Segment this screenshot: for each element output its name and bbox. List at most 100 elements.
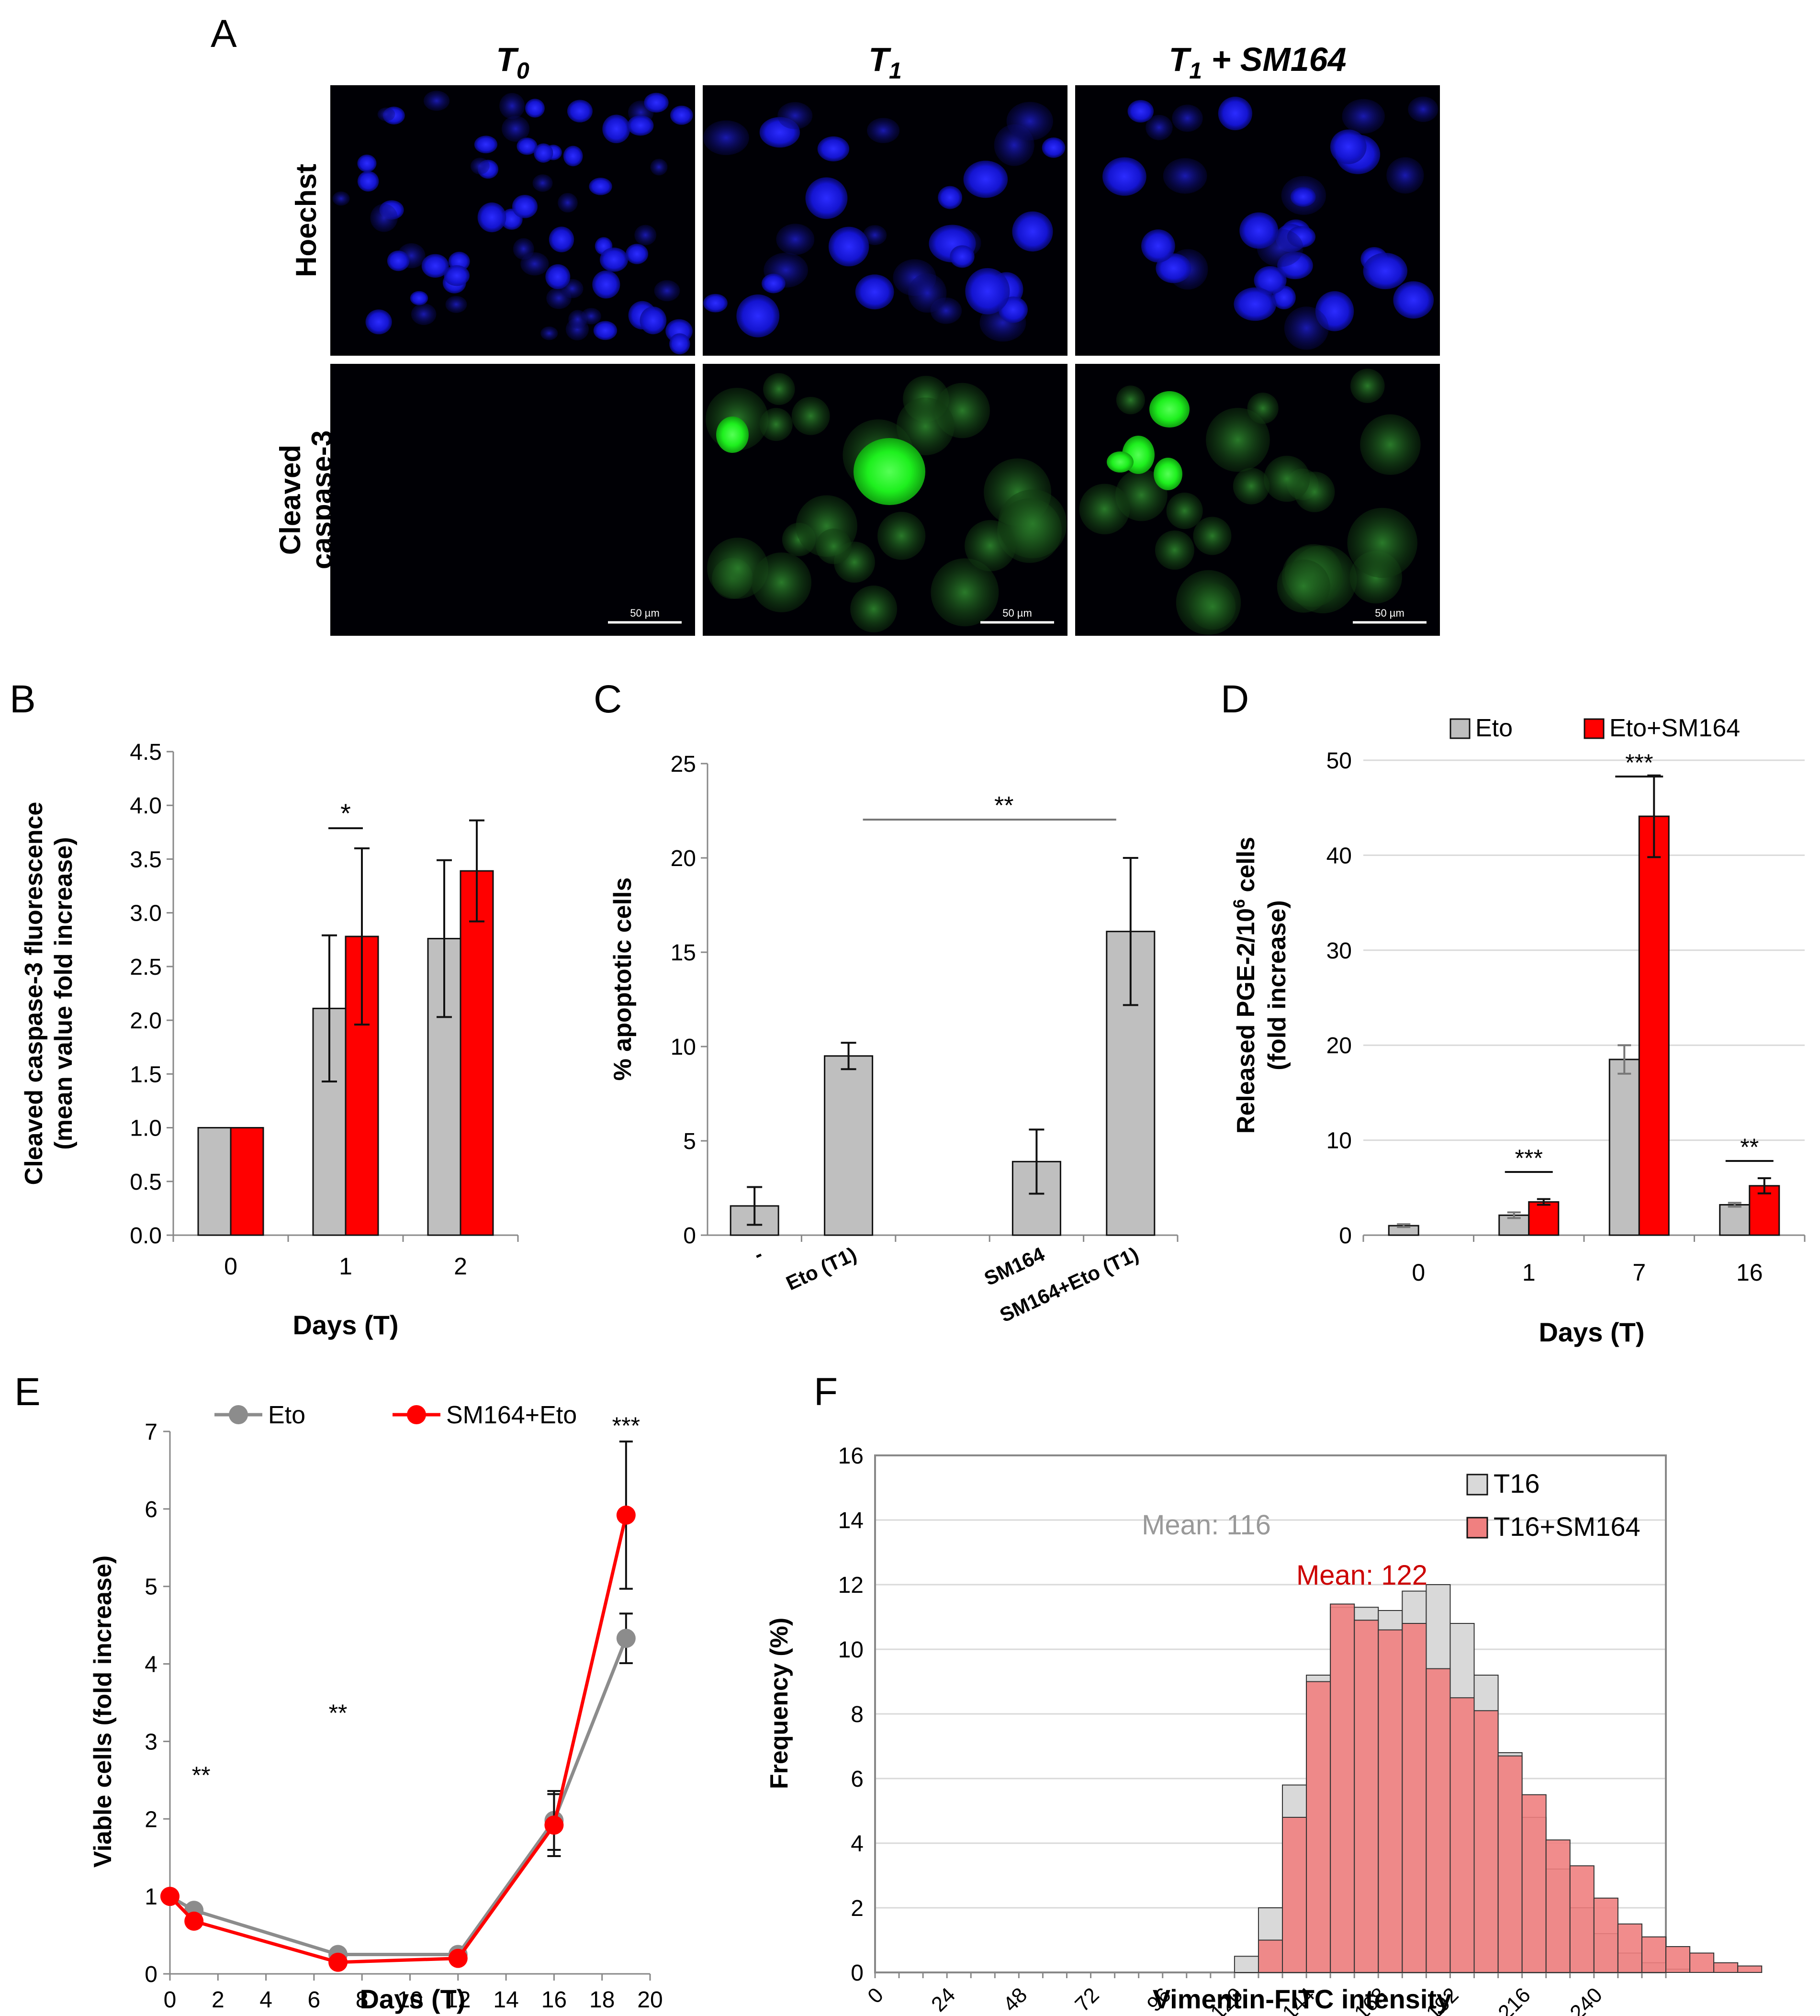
nucleus-mark [1330,129,1367,164]
nucleus-mark [1408,96,1438,122]
nucleus-mark [626,244,649,264]
nucleus-mark [377,107,395,122]
x-tick-label: 16 [1736,1259,1763,1286]
bar-eto [1719,1204,1751,1236]
dim-cell-mark [850,586,898,632]
nucleus-mark [387,250,410,271]
bright-cell-mark [1149,391,1190,428]
histogram-bar-t16+sm164 [1426,1668,1451,1973]
chart-e-ylabel: Viable cells (fold increase) [89,1555,117,1868]
x-tick-label: 12 [445,1987,471,2013]
nucleus-mark [650,158,668,176]
legend-label: SM164+Eto [446,1401,577,1429]
dim-cell-mark [752,552,812,612]
x-tick-label: 48 [999,1983,1032,2016]
chart-d-ylabel-line1: Released PGE-2/106 cells [1230,837,1260,1134]
dim-cell-mark [877,512,926,560]
nucleus-mark [445,295,467,313]
nucleus-mark [1042,137,1066,158]
nucleus-mark [965,268,1010,315]
y-tick-label: 2.0 [130,1008,162,1034]
x-tick-label: 4 [259,1987,272,2013]
chart-d-ylabel-sup: 6 [1230,899,1248,908]
legend-label: Eto+SM164 [1609,714,1740,742]
nucleus-mark [776,224,815,255]
chart-d-ylabel-tail: cells [1232,837,1260,899]
x-tick-label: 240 [1565,1983,1607,2016]
chart-f: Vimentin-FITC intensity Frequency (%) 0 2… [765,1443,1763,2016]
nucleus-mark [502,115,530,142]
histogram-bar-t16+sm164 [1713,1962,1739,1973]
y-tick-label: 4.5 [130,740,162,765]
nucleus-mark [534,143,553,163]
y-tick-label: 4 [145,1652,157,1678]
chart-d-xlabel: Days (T) [1539,1317,1645,1347]
nucleus-mark [654,280,680,302]
nucleus-mark [1172,104,1203,132]
nucleus-mark [567,100,593,123]
y-tick-label: 4.0 [130,793,162,819]
histogram-bar-t16+sm164 [1330,1603,1355,1973]
x-tick-label: 7 [1632,1259,1646,1286]
dim-cell-mark [1360,414,1421,475]
chart-b-xlabel: Days (T) [293,1310,399,1340]
bar [824,1055,874,1236]
panel-letter-b: B [10,677,36,721]
nucleus-mark [1146,114,1173,140]
chart-c: % apoptotic cells 0 5 10 15 20 25 - Eto (T1) SM1… [609,752,1179,1327]
y-tick-label: 0 [683,1223,696,1249]
chart-e: Days (T) Viable cells (fold increase) 0 1… [89,1401,663,2014]
x-tick-label: 0 [164,1987,177,2013]
y-tick-label: 8 [851,1702,864,1727]
y-tick-label: 14 [838,1508,864,1533]
histogram-bar-t16+sm164 [1306,1681,1331,1973]
histogram-bar-t16+sm164 [1689,1952,1715,1973]
series-line-sm164+eto [169,1515,628,1964]
nucleus-mark [1290,187,1316,207]
dim-cell-mark [1350,369,1385,403]
nucleus-mark [599,248,629,272]
nucleus-mark [669,333,690,355]
bright-cell-mark [854,438,925,505]
x-tick-label: SM164 [981,1242,1048,1290]
dim-cell-mark [763,373,795,405]
data-point [544,1815,564,1835]
y-tick-label: 20 [1326,1033,1352,1059]
data-point [448,1948,468,1968]
column-header-base: T [496,41,519,78]
dim-cell-mark [998,489,1067,559]
bar-eto [1608,1059,1640,1236]
nucleus-mark [370,203,398,232]
nucleus-mark [703,293,728,313]
nucleus-mark [444,265,470,286]
nucleus-mark [938,186,963,209]
histogram-bar-t16+sm164 [1497,1755,1523,1973]
dim-cell-mark [1079,484,1130,535]
bright-cell-mark [1107,451,1134,473]
nucleus-mark [602,114,630,144]
legend-marker [229,1405,248,1424]
histogram-bar-t16+sm164 [1665,1946,1691,1973]
y-tick-label: 3 [145,1729,157,1755]
x-tick-label: 72 [1070,1983,1103,2016]
significance-mark: ** [329,1700,348,1726]
bar-eto+sm164 [460,870,494,1236]
legend-label: Eto [1475,714,1513,742]
column-header-1: T1 [868,41,901,84]
nucleus-mark [908,273,947,313]
dim-cell-mark [1347,507,1417,578]
series-line-eto [169,1637,628,1957]
nucleus-mark [1363,253,1408,290]
y-tick-label: 1 [145,1884,157,1910]
legend-swatch [1466,1474,1488,1496]
nucleus-mark [627,115,654,136]
data-point [616,1629,636,1648]
x-tick-label: 8 [356,1987,369,2013]
dim-cell-mark [1189,583,1236,630]
legend-swatch [1584,718,1605,739]
y-tick-label: 10 [1326,1128,1352,1154]
nucleus-mark [1342,99,1385,134]
nucleus-mark [777,102,813,129]
nucleus-mark [1102,157,1146,196]
panel-letter-c: C [594,677,622,721]
